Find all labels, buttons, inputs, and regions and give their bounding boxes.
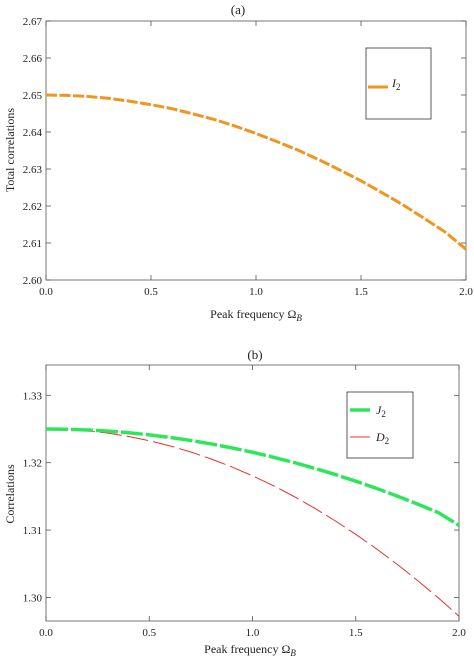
legend-label-d2: D2: [375, 430, 389, 446]
panel-b-title: (b): [247, 347, 262, 362]
x-tick-label: 2.0: [452, 627, 466, 639]
panel-b-xlabel: Peak frequency ΩB: [204, 642, 296, 658]
x-tick-label: 1.5: [349, 627, 363, 639]
y-tick-label: 2.66: [23, 53, 43, 65]
series-line-d2: [45, 428, 460, 617]
x-tick-label: 0.5: [144, 286, 158, 298]
y-tick-label: 2.63: [23, 164, 43, 176]
panel-b-legend: J2 D2: [346, 391, 414, 459]
y-tick-label: 2.60: [23, 275, 43, 287]
panel-b-ticks: 0.0 0.5 1.0 1.5 2.0 1.30 1.31 1.32 1.33: [23, 365, 466, 639]
panel-a-ticks: 0.0 0.5 1.0 1.5 2.0 2.60 2.61 2.62 2.63 2.64 2.65 2…: [23, 16, 474, 298]
y-tick-label: 2.65: [23, 90, 43, 102]
x-tick-label: 1.0: [249, 286, 263, 298]
panel-b-ylabel: Correlations: [3, 464, 17, 524]
panel-a-xlabel: Peak frequency ΩB: [210, 307, 302, 323]
x-tick-label: 2.0: [459, 286, 473, 298]
y-tick-label: 2.62: [23, 201, 42, 213]
y-tick-label: 2.64: [23, 127, 43, 139]
y-tick-label: 1.33: [23, 390, 43, 402]
panel-a-title: (a): [231, 2, 245, 17]
y-tick-label: 1.30: [23, 592, 43, 604]
legend-label-i2: I2: [391, 76, 401, 92]
panel-a-legend-box: [365, 47, 432, 120]
y-tick-label: 2.61: [23, 238, 42, 250]
y-tick-label: 2.67: [23, 16, 43, 28]
x-tick-label: 1.0: [246, 627, 260, 639]
panel-a: (a) 0.0 0.5 1.0 1.5 2.0 2.60 2.61 2.62 2.63 2.64 2…: [3, 2, 473, 323]
x-tick-label: 0.5: [142, 627, 156, 639]
x-tick-label: 0.0: [39, 286, 53, 298]
x-tick-label: 0.0: [39, 627, 53, 639]
y-tick-label: 1.31: [23, 525, 42, 537]
panel-a-legend: I2: [365, 47, 432, 120]
panel-b-legend-box: [346, 391, 414, 459]
series-line-j2: [45, 427, 460, 527]
legend-label-j2: J2: [376, 403, 386, 419]
panel-b: (b) 0.0 0.5 1.0 1.5 2.0 1.30 1.31 1.32 1.33 Corr…: [3, 347, 466, 658]
panel-a-ylabel: Total correlations: [3, 108, 17, 192]
series-line-i2: [45, 93, 467, 251]
x-tick-label: 1.5: [354, 286, 368, 298]
y-tick-label: 1.32: [23, 458, 42, 470]
